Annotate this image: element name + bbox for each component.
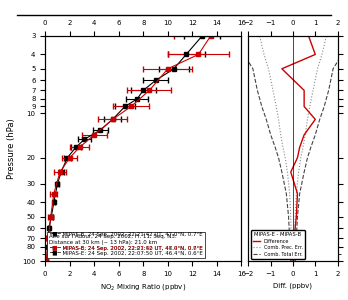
- Text: Aire sur l'Adour, 24 Sep. 2002, Fl. 11, Seq. N3:
Distance at 30 km (~ 13 hPa): 2: Aire sur l'Adour, 24 Sep. 2002, Fl. 11, …: [49, 234, 203, 256]
- Text: ─■─ MIPAS-E: 24 Sep. 2002, 22:07:50 UT, 46.4°N, 0.6°E: ─■─ MIPAS-E: 24 Sep. 2002, 22:07:50 UT, …: [49, 246, 203, 251]
- X-axis label: Diff. (ppbv): Diff. (ppbv): [274, 282, 313, 289]
- X-axis label: NO$_2$ Mixing Ratio (ppbv): NO$_2$ Mixing Ratio (ppbv): [100, 282, 187, 292]
- Text: ─■─ MIPAS-B, 24 Sep. 2002, 22:21:42 UT, 47.0°N, 0.7°E: ─■─ MIPAS-B, 24 Sep. 2002, 22:21:42 UT, …: [49, 232, 203, 237]
- Legend: Difference, Comb. Prec. Err., Comb. Total Err.: Difference, Comb. Prec. Err., Comb. Tota…: [251, 230, 305, 259]
- Text: mean diff:
0.40 ± 0.27 ppbv
2.6 ± 3.4 %: mean diff: 0.40 ± 0.27 ppbv 2.6 ± 3.4 %: [253, 238, 299, 254]
- Y-axis label: Pressure (hPa): Pressure (hPa): [7, 118, 16, 179]
